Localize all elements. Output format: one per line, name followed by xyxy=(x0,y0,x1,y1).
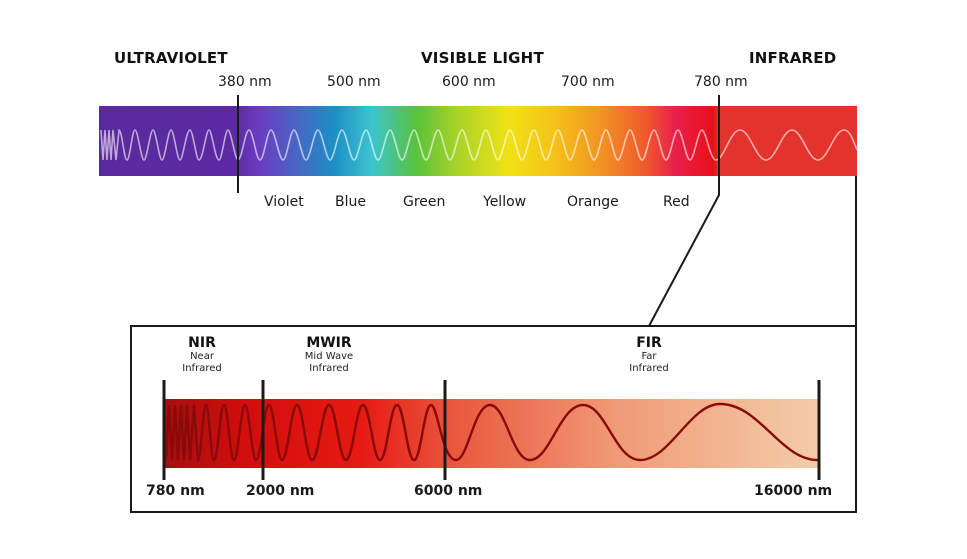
band-fir: FIR Far Infrared xyxy=(619,335,679,375)
detail-box xyxy=(130,325,857,513)
tick-label: 700 nm xyxy=(561,74,615,90)
band-abbr: NIR xyxy=(188,335,216,351)
band-desc-line1: Near xyxy=(190,351,214,362)
ir-wave xyxy=(164,402,819,462)
band-desc-line2: Infrared xyxy=(309,363,349,374)
tick-label: 600 nm xyxy=(442,74,496,90)
color-label-violet: Violet xyxy=(264,194,304,210)
color-label-red: Red xyxy=(663,194,690,210)
spectrum-wave xyxy=(100,129,858,161)
band-desc-line1: Far xyxy=(641,351,657,362)
detail-tick-label: 16000 nm xyxy=(754,483,833,499)
band-mwir: MWIR Mid Wave Infrared xyxy=(294,335,364,375)
tick-label: 380 nm xyxy=(218,74,272,90)
tick-label: 500 nm xyxy=(327,74,381,90)
detail-tick-label: 6000 nm xyxy=(414,483,483,499)
band-nir: NIR Near Infrared xyxy=(172,335,232,375)
detail-tick-label: 780 nm xyxy=(146,483,205,499)
ir-band xyxy=(164,399,818,468)
tick-label: 780 nm xyxy=(694,74,748,90)
color-label-blue: Blue xyxy=(335,194,366,210)
region-title-infrared: INFRARED xyxy=(749,49,837,67)
band-desc-line1: Mid Wave xyxy=(304,351,354,362)
color-label-orange: Orange xyxy=(567,194,619,210)
color-label-yellow: Yellow xyxy=(483,194,527,210)
band-desc-line2: Infrared xyxy=(629,363,669,374)
detail-tick-label: 2000 nm xyxy=(246,483,315,499)
band-abbr: FIR xyxy=(636,335,662,351)
color-label-green: Green xyxy=(403,194,446,210)
spectrum-bar xyxy=(99,106,857,176)
band-abbr: MWIR xyxy=(306,335,352,351)
region-title-ultraviolet: ULTRAVIOLET xyxy=(114,49,228,67)
region-title-visible-light: VISIBLE LIGHT xyxy=(421,49,544,67)
band-desc-line2: Infrared xyxy=(182,363,222,374)
